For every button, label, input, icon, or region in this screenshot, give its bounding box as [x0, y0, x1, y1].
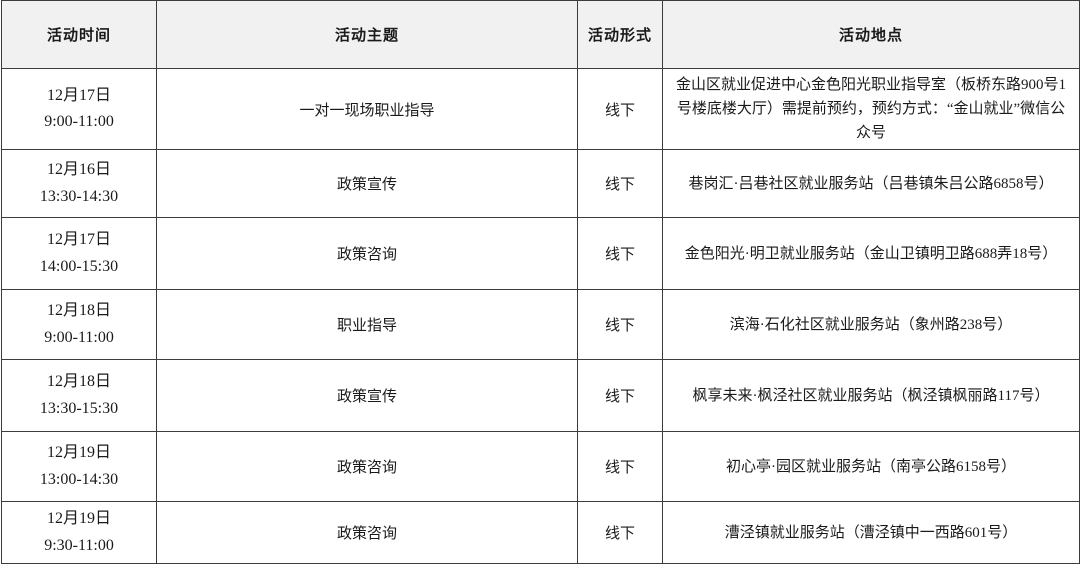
activity-date: 12月18日	[46, 302, 111, 320]
activity-hours: 9:00-11:00	[44, 113, 114, 130]
activity-hours: 14:00-15:30	[39, 257, 119, 275]
cell-activity-location: 金山区就业促进中心金色阳光职业指导室（板桥东路900号1号楼底楼大厅）需提前预约…	[662, 68, 1080, 150]
cell-activity-location: 枫享未来·枫泾社区就业服务站（枫泾镇枫丽路117号）	[662, 359, 1080, 432]
cell-activity-format: 线下	[577, 289, 663, 360]
table-row: 12月18日 9:00-11:00 职业指导 线下 滨海·石化社区就业服务站（象…	[1, 289, 1080, 360]
cell-activity-topic: 职业指导	[156, 289, 578, 360]
cell-activity-time: 12月16日 13:30-14:30	[1, 149, 157, 218]
cell-activity-time: 12月18日 9:00-11:00	[1, 289, 157, 360]
header-activity-location: 活动地点	[662, 0, 1080, 69]
cell-activity-format: 线下	[577, 431, 663, 502]
cell-activity-topic: 政策咨询	[156, 501, 578, 564]
cell-activity-topic: 政策咨询	[156, 217, 578, 290]
activity-hours: 9:00-11:00	[44, 328, 114, 346]
cell-activity-location: 滨海·石化社区就业服务站（象州路238号）	[662, 289, 1080, 360]
cell-activity-topic: 政策宣传	[156, 359, 578, 432]
cell-activity-topic: 一对一现场职业指导	[156, 68, 578, 150]
activity-date: 12月17日	[46, 231, 111, 249]
table-row: 12月17日 14:00-15:30 政策咨询 线下 金色阳光·明卫就业服务站（…	[1, 217, 1080, 290]
activity-date: 12月16日	[46, 161, 111, 179]
cell-activity-time: 12月18日 13:30-15:30	[1, 359, 157, 432]
activity-date: 12月19日	[46, 510, 111, 528]
header-row: 活动时间 活动主题 活动形式 活动地点	[1, 0, 1080, 69]
activity-hours: 9:30-11:00	[44, 536, 114, 554]
table-row: 12月19日 13:00-14:30 政策咨询 线下 初心亭·园区就业服务站（南…	[1, 431, 1080, 502]
header-activity-format: 活动形式	[577, 0, 663, 69]
cell-activity-topic: 政策宣传	[156, 149, 578, 218]
cell-activity-location: 金色阳光·明卫就业服务站（金山卫镇明卫路688弄18号）	[662, 217, 1080, 290]
header-activity-time: 活动时间	[1, 0, 157, 69]
cell-activity-format: 线下	[577, 359, 663, 432]
table-row: 12月16日 13:30-14:30 政策宣传 线下 巷岗汇·吕巷社区就业服务站…	[1, 149, 1080, 218]
cell-activity-time: 12月17日 9:00-11:00	[1, 68, 157, 150]
table-row: 12月19日 9:30-11:00 政策咨询 线下 漕泾镇就业服务站（漕泾镇中一…	[1, 501, 1080, 564]
cell-activity-format: 线下	[577, 68, 663, 150]
table-row: 12月17日 9:00-11:00 一对一现场职业指导 线下 金山区就业促进中心…	[1, 68, 1080, 150]
activity-date: 12月18日	[46, 373, 111, 391]
activity-date: 12月17日	[46, 86, 111, 104]
cell-activity-location: 初心亭·园区就业服务站（南亭公路6158号）	[662, 431, 1080, 502]
activity-hours: 13:30-15:30	[39, 399, 119, 417]
cell-activity-time: 12月19日 9:30-11:00	[1, 501, 157, 564]
cell-activity-location: 巷岗汇·吕巷社区就业服务站（吕巷镇朱吕公路6858号）	[662, 149, 1080, 218]
cell-activity-time: 12月17日 14:00-15:30	[1, 217, 157, 290]
cell-activity-time: 12月19日 13:00-14:30	[1, 431, 157, 502]
activity-hours: 13:30-14:30	[39, 187, 119, 205]
cell-activity-format: 线下	[577, 217, 663, 290]
cell-activity-format: 线下	[577, 501, 663, 564]
cell-activity-location: 漕泾镇就业服务站（漕泾镇中一西路601号）	[662, 501, 1080, 564]
cell-activity-topic: 政策咨询	[156, 431, 578, 502]
activity-date: 12月19日	[46, 444, 111, 462]
activity-hours: 13:00-14:30	[39, 470, 119, 488]
table-row: 12月18日 13:30-15:30 政策宣传 线下 枫享未来·枫泾社区就业服务…	[1, 359, 1080, 432]
cell-activity-format: 线下	[577, 149, 663, 218]
header-activity-topic: 活动主题	[156, 0, 578, 69]
